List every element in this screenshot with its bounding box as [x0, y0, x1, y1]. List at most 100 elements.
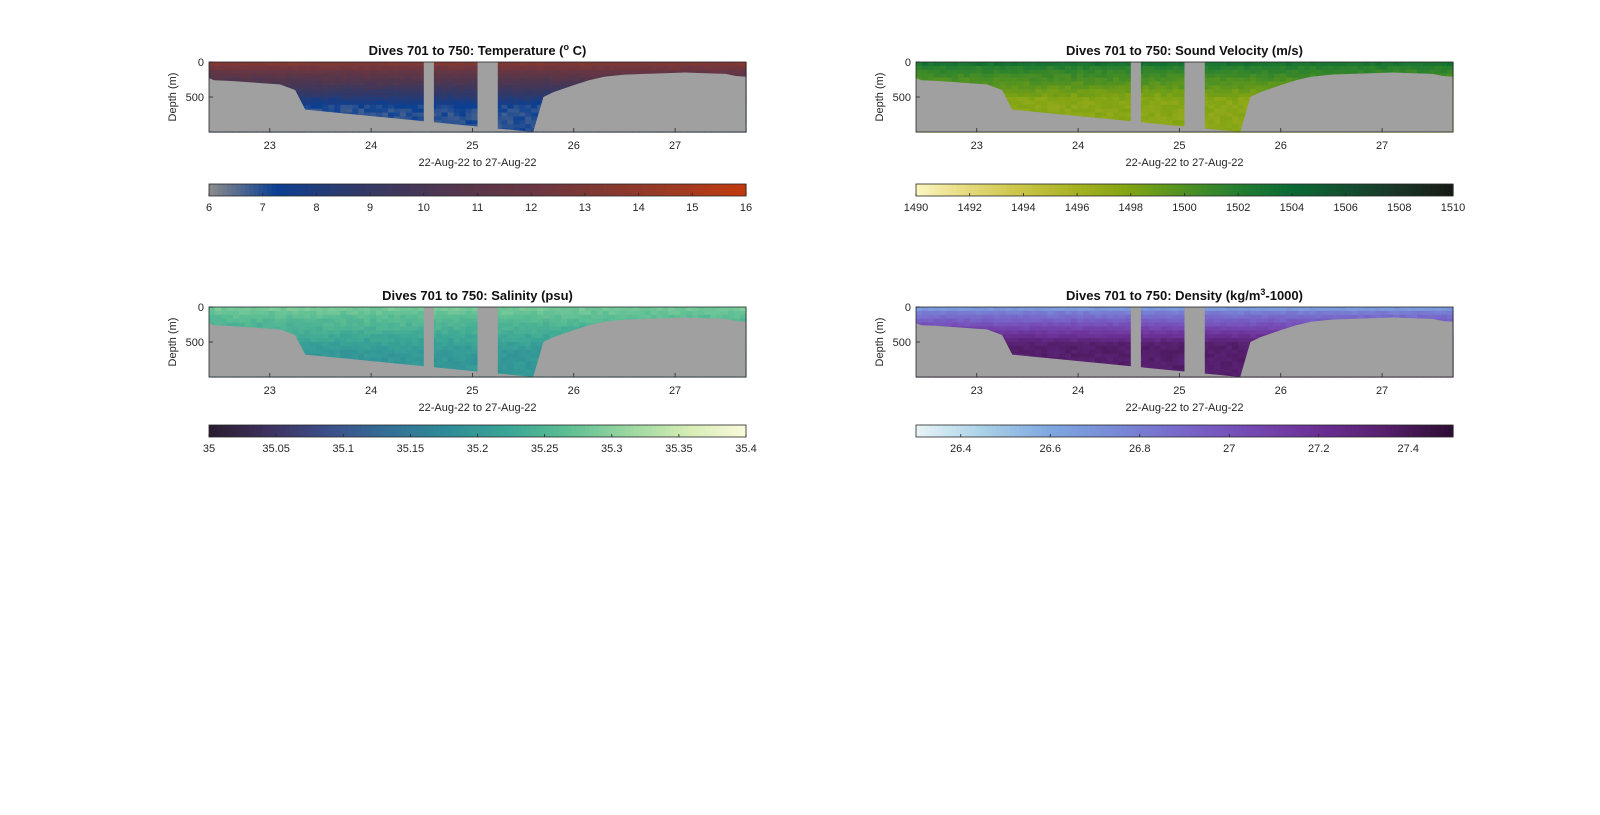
- heatmap-cell: [358, 318, 365, 324]
- colorbar-segment: [1291, 184, 1297, 196]
- heatmap-cell: [328, 330, 335, 335]
- heatmap-cell: [1071, 81, 1078, 86]
- colorbar-segment: [1336, 184, 1342, 196]
- heatmap-cell: [963, 62, 971, 67]
- heatmap-cell: [1041, 62, 1048, 67]
- heatmap-cell: [316, 85, 323, 90]
- heatmap-cell: [1154, 104, 1162, 110]
- heatmap-cell: [710, 62, 717, 67]
- heatmap-cell: [1369, 69, 1377, 75]
- heatmap-cell: [1208, 124, 1215, 129]
- heatmap-cell: [1303, 62, 1311, 67]
- heatmap-cell: [1268, 77, 1275, 83]
- heatmap-cell: [1071, 93, 1078, 98]
- heatmap-cell: [1059, 77, 1066, 83]
- colorbar-segment: [446, 184, 452, 196]
- heatmap-cell: [358, 62, 365, 67]
- heatmap-cell: [370, 62, 377, 67]
- heatmap-cell: [334, 330, 341, 335]
- heatmap-cell: [388, 330, 395, 335]
- heatmap-cell: [220, 314, 228, 320]
- heatmap-cell: [1118, 81, 1126, 86]
- heatmap-cell: [358, 77, 365, 83]
- heatmap-cell: [393, 62, 401, 67]
- heatmap-cell: [1059, 81, 1066, 86]
- heatmap-cell: [1005, 69, 1013, 75]
- heatmap-cell: [1172, 97, 1180, 102]
- heatmap-cell: [525, 81, 532, 86]
- heatmap-cell: [340, 62, 347, 67]
- heatmap-cell: [399, 89, 407, 94]
- heatmap-cell: [346, 69, 353, 75]
- heatmap-cell: [1208, 108, 1215, 114]
- heatmap-cell: [519, 369, 526, 374]
- heatmap-cell: [1011, 100, 1019, 106]
- heatmap-cell: [411, 65, 419, 71]
- heatmap-cell: [328, 326, 335, 331]
- heatmap-cell: [513, 77, 520, 83]
- heatmap-cell: [1214, 89, 1221, 94]
- heatmap-cell: [471, 73, 479, 79]
- heatmap-cell: [304, 318, 312, 324]
- heatmap-cell: [1112, 97, 1120, 102]
- colorbar-segment: [267, 184, 273, 196]
- heatmap-cell: [1148, 81, 1156, 86]
- heatmap-cell: [1214, 77, 1221, 83]
- heatmap-cell: [441, 361, 449, 366]
- heatmap-cell: [370, 334, 377, 339]
- heatmap-cell: [388, 307, 395, 312]
- heatmap-cell: [346, 353, 353, 359]
- colorbar-segment: [1215, 184, 1221, 196]
- heatmap-cell: [513, 81, 520, 86]
- heatmap-cell: [921, 69, 929, 75]
- heatmap-cell: [1047, 89, 1054, 94]
- heatmap-cell: [256, 62, 264, 67]
- heatmap-cell: [1381, 69, 1388, 75]
- heatmap-cell: [525, 65, 532, 71]
- heatmap-cell: [1208, 77, 1215, 83]
- heatmap-cell: [1065, 81, 1072, 86]
- heatmap-cell: [1172, 81, 1180, 86]
- heatmap-cell: [352, 349, 359, 355]
- heatmap-cell: [411, 89, 419, 94]
- heatmap-cell: [945, 77, 953, 83]
- heatmap-cell: [471, 353, 479, 359]
- heatmap-cell: [447, 108, 455, 114]
- heatmap-cell: [399, 108, 407, 114]
- heatmap-cell: [1172, 120, 1180, 125]
- heatmap-cell: [1232, 104, 1239, 110]
- colorbar-segment: [481, 184, 488, 196]
- heatmap-cell: [495, 81, 502, 86]
- heatmap-cell: [411, 104, 419, 110]
- colorbar-segment: [540, 184, 546, 196]
- heatmap-cell: [1148, 97, 1156, 102]
- heatmap-cell: [376, 81, 383, 86]
- heatmap-cell: [358, 338, 365, 343]
- heatmap-cell: [1238, 93, 1245, 98]
- heatmap-cell: [405, 112, 413, 118]
- heatmap-cell: [981, 77, 989, 83]
- heatmap-cell: [1065, 62, 1072, 67]
- heatmap-cell: [292, 330, 300, 335]
- heatmap-cell: [298, 307, 306, 312]
- heatmap-cell: [340, 342, 347, 347]
- heatmap-cell: [268, 77, 276, 83]
- heatmap-cell: [987, 81, 995, 86]
- heatmap-cell: [322, 77, 329, 83]
- heatmap-cell: [495, 334, 502, 339]
- heatmap-cell: [644, 62, 652, 67]
- colorbar-segment: [392, 184, 398, 196]
- heatmap-cell: [441, 342, 449, 347]
- heatmap-cell: [411, 100, 419, 106]
- heatmap-cell: [531, 307, 538, 312]
- heatmap-cell: [280, 77, 288, 83]
- heatmap-cell: [1154, 77, 1162, 83]
- heatmap-cell: [543, 81, 550, 86]
- heatmap-cell: [370, 330, 377, 335]
- colorbar-segment: [620, 184, 626, 196]
- heatmap-cell: [1118, 69, 1126, 75]
- colorbar-segment: [987, 184, 993, 196]
- heatmap-cell: [1154, 120, 1162, 125]
- heatmap-cell: [405, 334, 413, 339]
- heatmap-cell: [334, 314, 341, 320]
